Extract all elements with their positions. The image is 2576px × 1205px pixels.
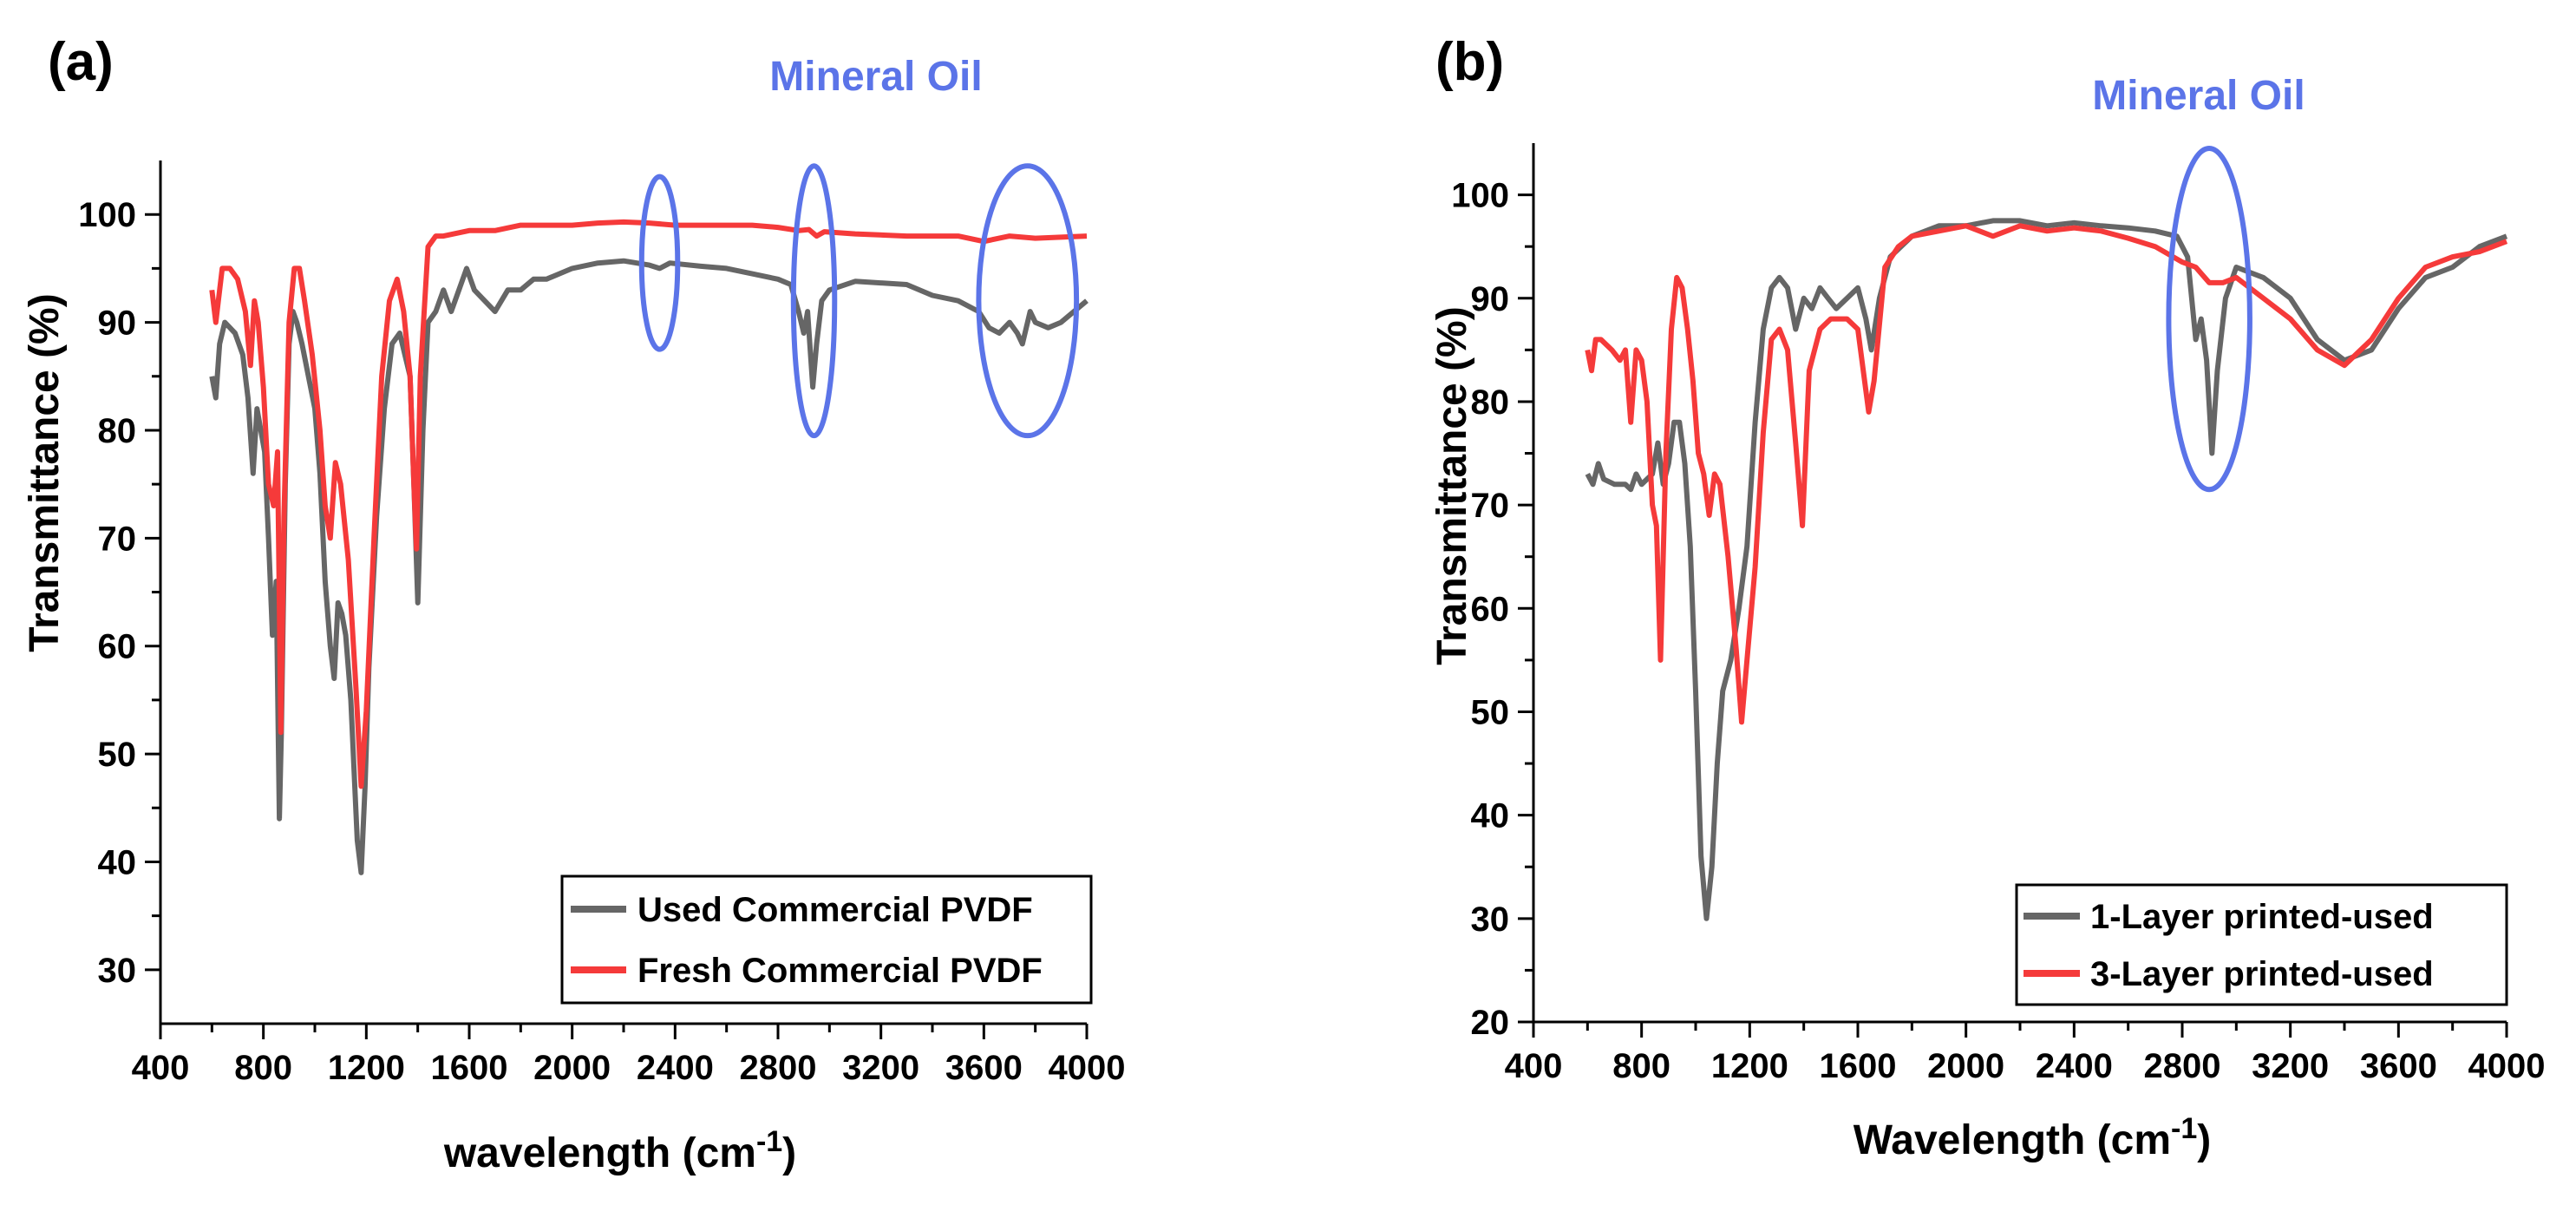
panel-b-legend: 1-Layer printed-used 3-Layer printed-use… [2015, 883, 2508, 1006]
panel-b-x-tick-label: 4000 [2468, 1047, 2546, 1085]
panel-b-series-line-2 [1585, 223, 2508, 725]
panel-a-series-line-1 [209, 258, 1089, 875]
panel-b-x-tick-label: 2800 [2144, 1047, 2221, 1085]
panel-b-y-tick-label: 20 [1471, 1004, 1510, 1042]
panel-b-series [1585, 218, 2508, 921]
panel-b-legend-label-1-layer: 1-Layer printed-used [2090, 898, 2434, 936]
panel-b-x-tick-label: 400 [1505, 1047, 1563, 1085]
panel-b-x-axis-title-main: Wavelength (cm [1854, 1117, 2171, 1163]
panel-b-highlight-regions [2166, 145, 2252, 493]
panel-b-y-axis-title: Transmittance (%) [1429, 306, 1475, 665]
panel-b-x-tick-label: 1600 [1820, 1047, 1897, 1085]
panel-a-mineral-oil-ellipse [790, 163, 838, 439]
panel-b-y-tick-label: 100 [1451, 177, 1509, 215]
panel-a-x-axis-title: wavelength (cm-1) [443, 1125, 796, 1176]
panel-a-x-tick-label: 1600 [431, 1049, 508, 1087]
panel-b-x-tick-label: 1200 [1711, 1047, 1788, 1085]
panel-b-label: (b) [1435, 32, 1504, 92]
panel-b-legend-label-3-layer: 3-Layer printed-used [2090, 955, 2434, 993]
panel-a-highlight-regions [638, 163, 1080, 439]
panel-a-x-tick-label: 1200 [328, 1049, 405, 1087]
panel-a-y-tick-label: 90 [98, 305, 137, 343]
panel-b-x-tick-label: 2400 [2036, 1047, 2113, 1085]
panel-a-y-tick-label: 60 [98, 628, 137, 666]
panel-a-x-axis-title-close: ) [782, 1130, 796, 1176]
panel-b-y-tick-label: 70 [1471, 487, 1510, 525]
panel-a-y-tick-label: 100 [78, 196, 136, 234]
panel-b-legend-box [2015, 883, 2508, 1006]
panel-b-x-tick-label: 3200 [2252, 1047, 2329, 1085]
panel-a-y-tick-label: 50 [98, 736, 137, 774]
panel-b-axes: 400 800 1200 1600 2000 2400 2800 3200 3600 4000 20… [1451, 143, 2545, 1085]
panel-b-x-axis-title-close: ) [2197, 1117, 2211, 1163]
panel-a-x-axis-title-superscript: -1 [756, 1125, 782, 1158]
panel-a-x-tick-label: 2000 [533, 1049, 611, 1087]
panel-a-axes: 400 800 1200 1600 2000 2400 2800 3200 3600 4000 30… [78, 160, 1125, 1087]
panel-b-y-tick-label: 50 [1471, 693, 1510, 731]
panel-b-transmittance-chart: (b) Mineral Oil 400 800 1200 1600 2000 2400 28… [1429, 32, 2545, 1163]
panel-a-x-axis-title-main: wavelength (cm [443, 1130, 756, 1176]
panel-a-legend-label-used: Used Commercial PVDF [637, 891, 1033, 929]
panel-b-x-tick-label: 800 [1612, 1047, 1670, 1085]
panel-a-legend-box [560, 874, 1093, 1005]
panel-b-mineral-oil-annotation: Mineral Oil [2092, 73, 2305, 119]
panel-b-y-tick-label: 60 [1471, 590, 1510, 628]
panel-a-x-tick-label: 4000 [1049, 1049, 1126, 1087]
panel-a-y-tick-label: 40 [98, 843, 137, 881]
panel-a-y-tick-label: 30 [98, 952, 137, 990]
panel-b-y-tick-label: 40 [1471, 797, 1510, 835]
panel-b-y-tick-label: 90 [1471, 280, 1510, 318]
panel-b-y-tick-label: 80 [1471, 383, 1510, 422]
panel-b-x-axis-title-superscript: -1 [2171, 1112, 2197, 1145]
panel-a-x-tick-label: 3200 [842, 1049, 919, 1087]
panel-a-mineral-oil-annotation: Mineral Oil [769, 54, 982, 100]
panel-a-x-tick-label: 3600 [945, 1049, 1023, 1087]
panel-b-x-tick-label: 3600 [2360, 1047, 2437, 1085]
panel-a-x-tick-label: 2800 [740, 1049, 817, 1087]
panel-a-transmittance-chart: (a) Mineral Oil 400 800 1200 1600 2000 2400 28… [22, 32, 1125, 1176]
panel-b-series-line-1 [1585, 218, 2508, 921]
panel-a-series [209, 219, 1089, 875]
panel-a-mineral-oil-ellipse [638, 174, 681, 352]
panel-b-x-axis-title: Wavelength (cm-1) [1854, 1112, 2212, 1163]
panel-a-y-axis-title: Transmittance (%) [22, 293, 68, 652]
panel-a-legend: Used Commercial PVDF Fresh Commercial PV… [560, 874, 1093, 1005]
panel-a-label: (a) [48, 32, 114, 92]
panel-b-x-tick-label: 2000 [1927, 1047, 2004, 1085]
panel-b-mineral-oil-ellipse [2166, 145, 2252, 493]
panel-a-x-tick-label: 800 [234, 1049, 292, 1087]
panel-a-y-tick-label: 80 [98, 412, 137, 450]
panel-a-y-tick-label: 70 [98, 520, 137, 558]
panel-a-x-tick-label: 2400 [637, 1049, 714, 1087]
panel-a-series-line-2 [209, 219, 1088, 789]
panel-b-y-tick-label: 30 [1471, 900, 1510, 939]
panel-a-x-tick-label: 400 [132, 1049, 190, 1087]
panel-a-legend-label-fresh: Fresh Commercial PVDF [637, 952, 1043, 990]
panel-a-mineral-oil-ellipse [976, 163, 1080, 439]
